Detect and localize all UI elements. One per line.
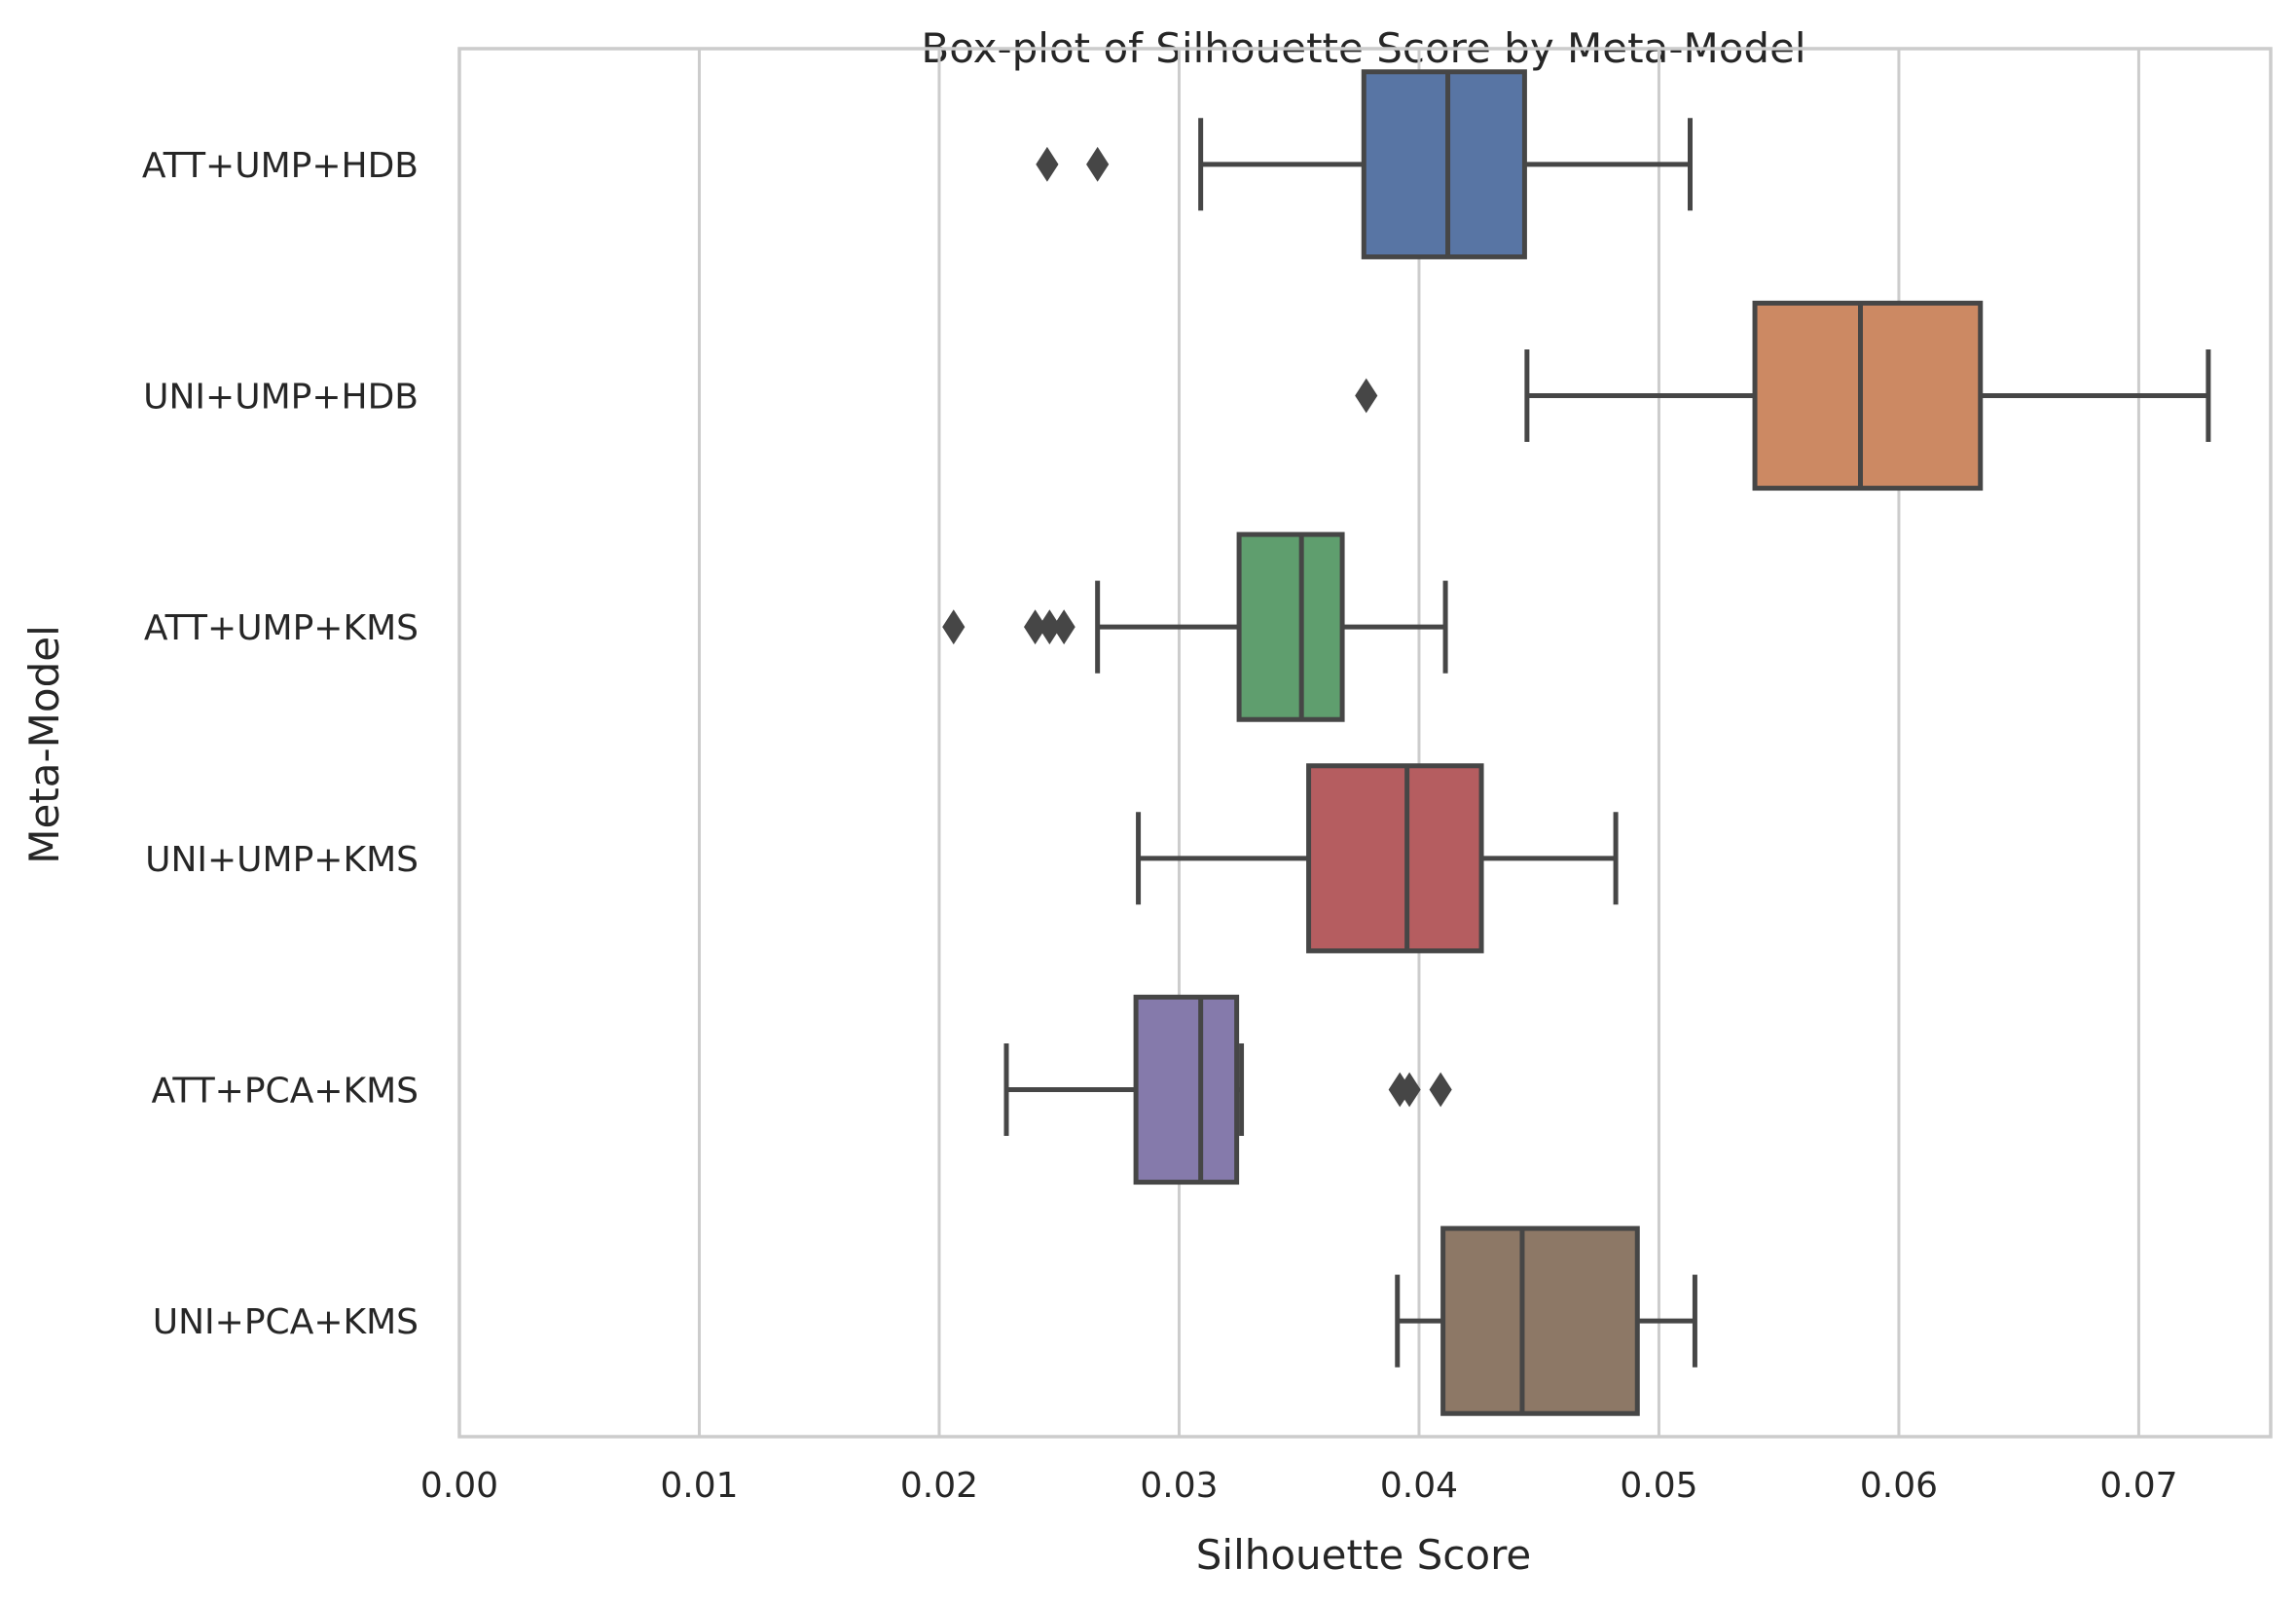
iqr-box [1440,1225,1640,1416]
grid-layer [457,49,2140,1437]
y-tick-label: UNI+UMP+HDB [143,378,419,418]
x-tick-label: 0.03 [1140,1466,1218,1506]
box-group [942,531,1448,722]
x-tick-label: 0.05 [1620,1466,1697,1506]
outlier-marker [1036,146,1059,182]
x-tick-label: 0.01 [660,1466,738,1506]
y-tick-labels: ATT+UMP+HDB UNI+UMP+HDB ATT+UMP+KMS UNI+UMP… [142,146,419,1342]
outlier-marker [1086,146,1110,182]
box-group [1036,69,1693,260]
outlier-marker [942,609,966,645]
x-tick-label: 0.07 [2099,1466,2177,1506]
x-tick-label: 0.06 [1860,1466,1938,1506]
iqr-box [1306,763,1484,954]
outlier-marker [1052,609,1075,645]
x-axis-label: Silhouette Score [1196,1531,1532,1579]
y-axis-label: Meta-Model [20,625,68,864]
iqr-box [1133,994,1240,1186]
y-tick-label: UNI+UMP+KMS [145,840,419,880]
box-group [1395,1225,1697,1416]
box-group [1136,763,1619,954]
plot-frame [457,47,2273,1439]
outlier-marker [1429,1072,1452,1108]
x-tick-labels: 0.00 0.01 0.02 0.03 0.04 0.05 0.06 0.07 [420,1466,2178,1506]
x-tick-label: 0.04 [1380,1466,1458,1506]
iqr-box [1361,69,1527,260]
outlier-marker [1355,378,1378,414]
iqr-box [1236,531,1345,722]
box-layer [942,69,2211,1416]
y-tick-label: UNI+PCA+KMS [153,1302,419,1342]
outlier-marker [1398,1072,1421,1108]
box-group [1003,994,1452,1186]
y-tick-label: ATT+PCA+KMS [152,1072,419,1112]
box-group [1355,300,2211,492]
y-tick-label: ATT+UMP+HDB [142,146,419,186]
y-tick-label: ATT+UMP+KMS [144,608,419,648]
x-tick-label: 0.00 [420,1466,498,1506]
x-tick-label: 0.02 [900,1466,978,1506]
iqr-box [1752,300,1984,492]
